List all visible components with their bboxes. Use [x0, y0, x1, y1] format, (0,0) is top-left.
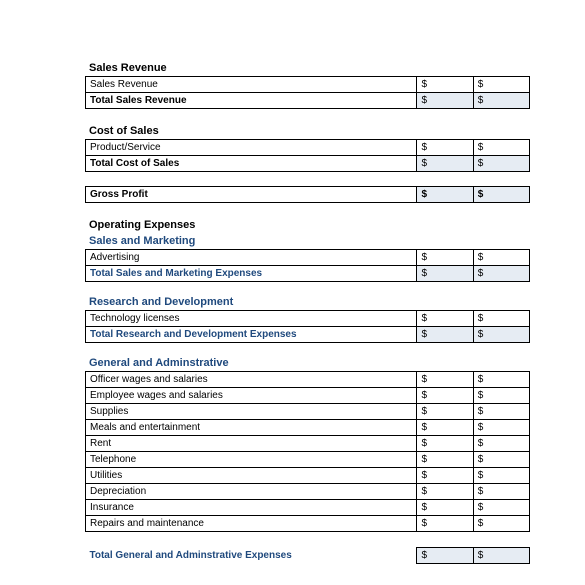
total-val1: $: [417, 93, 473, 109]
total-val1: $: [417, 548, 473, 564]
table-row: Advertising $ $: [86, 250, 530, 266]
total-label: Total General and Adminstrative Expenses: [86, 548, 417, 564]
row-val1: $: [417, 436, 473, 452]
row-val1: $: [417, 484, 473, 500]
row-val2: $: [473, 468, 529, 484]
row-val1: $: [417, 404, 473, 420]
total-label: Total Sales Revenue: [86, 93, 417, 109]
row-val2: $: [473, 140, 529, 156]
row-label: Officer wages and salaries: [86, 372, 417, 388]
row-val1: $: [417, 468, 473, 484]
table-row: Employee wages and salaries$$: [86, 388, 530, 404]
row-label: Insurance: [86, 500, 417, 516]
row-label: Repairs and maintenance: [86, 516, 417, 532]
row-val2: $: [473, 436, 529, 452]
spacer-row: [86, 532, 530, 548]
row-label: Rent: [86, 436, 417, 452]
row-val1: $: [417, 420, 473, 436]
row-val1: $: [417, 77, 473, 93]
sales-revenue-section: Sales Revenue Sales Revenue $ $ Total Sa…: [85, 60, 530, 109]
total-label: Total Cost of Sales: [86, 156, 417, 172]
sales-revenue-heading: Sales Revenue: [85, 60, 530, 76]
row-val2: $: [473, 388, 529, 404]
row-label: Technology licenses: [86, 311, 417, 327]
row-label: Utilities: [86, 468, 417, 484]
total-label: Total Sales and Marketing Expenses: [86, 266, 417, 282]
cost-of-sales-heading: Cost of Sales: [85, 123, 530, 139]
table-row: Officer wages and salaries$$: [86, 372, 530, 388]
spacer-label: [86, 532, 417, 548]
table-row: Supplies$$: [86, 404, 530, 420]
operating-expenses-section: Operating Expenses Sales and Marketing A…: [85, 217, 530, 564]
total-val1: $: [417, 266, 473, 282]
gross-profit-table: Gross Profit $ $: [85, 186, 530, 203]
row-val1: $: [417, 372, 473, 388]
general-admin-heading: General and Adminstrative: [85, 355, 530, 371]
row-val2: $: [473, 372, 529, 388]
gross-profit-val1: $: [417, 187, 473, 203]
row-val2: $: [473, 516, 529, 532]
total-val1: $: [417, 156, 473, 172]
table-row: Technology licenses $ $: [86, 311, 530, 327]
total-row: Total Cost of Sales $ $: [86, 156, 530, 172]
gross-profit-label: Gross Profit: [86, 187, 417, 203]
sales-revenue-table: Sales Revenue $ $ Total Sales Revenue $ …: [85, 76, 530, 109]
total-row: Total Sales and Marketing Expenses $ $: [86, 266, 530, 282]
gross-profit-row: Gross Profit $ $: [86, 187, 530, 203]
total-val2: $: [473, 156, 529, 172]
table-row: Depreciation$$: [86, 484, 530, 500]
row-val2: $: [473, 452, 529, 468]
operating-expenses-heading: Operating Expenses: [85, 217, 530, 233]
row-label: Meals and entertainment: [86, 420, 417, 436]
row-val1: $: [417, 516, 473, 532]
total-val2: $: [473, 266, 529, 282]
cost-of-sales-section: Cost of Sales Product/Service $ $ Total …: [85, 123, 530, 172]
row-val2: $: [473, 484, 529, 500]
total-row: Total Research and Development Expenses …: [86, 327, 530, 343]
row-val2: $: [473, 420, 529, 436]
total-row: Total Sales Revenue $ $: [86, 93, 530, 109]
row-label: Advertising: [86, 250, 417, 266]
row-val2: $: [473, 311, 529, 327]
row-val2: $: [473, 404, 529, 420]
total-val1: $: [417, 327, 473, 343]
table-row: Meals and entertainment$$: [86, 420, 530, 436]
row-label: Depreciation: [86, 484, 417, 500]
sales-marketing-heading: Sales and Marketing: [85, 233, 530, 249]
row-val1: $: [417, 388, 473, 404]
total-row: Total General and Adminstrative Expenses…: [86, 548, 530, 564]
sales-marketing-table: Advertising $ $ Total Sales and Marketin…: [85, 249, 530, 282]
row-val2: $: [473, 77, 529, 93]
row-val1: $: [417, 452, 473, 468]
table-row: Telephone$$: [86, 452, 530, 468]
research-dev-heading: Research and Development: [85, 294, 530, 310]
row-val1: $: [417, 311, 473, 327]
gross-profit-val2: $: [473, 187, 529, 203]
row-label: Supplies: [86, 404, 417, 420]
table-row: Sales Revenue $ $: [86, 77, 530, 93]
table-row: Rent$$: [86, 436, 530, 452]
research-dev-table: Technology licenses $ $ Total Research a…: [85, 310, 530, 343]
row-label: Employee wages and salaries: [86, 388, 417, 404]
row-val1: $: [417, 250, 473, 266]
table-row: Repairs and maintenance$$: [86, 516, 530, 532]
row-val1: $: [417, 500, 473, 516]
cost-of-sales-table: Product/Service $ $ Total Cost of Sales …: [85, 139, 530, 172]
total-label: Total Research and Development Expenses: [86, 327, 417, 343]
table-row: Insurance$$: [86, 500, 530, 516]
table-row: Product/Service $ $: [86, 140, 530, 156]
total-val2: $: [473, 548, 529, 564]
total-val2: $: [473, 327, 529, 343]
row-val2: $: [473, 500, 529, 516]
total-val2: $: [473, 93, 529, 109]
row-label: Telephone: [86, 452, 417, 468]
row-val1: $: [417, 140, 473, 156]
row-val2: $: [473, 250, 529, 266]
table-row: Utilities$$: [86, 468, 530, 484]
row-label: Sales Revenue: [86, 77, 417, 93]
gross-profit-section: Gross Profit $ $: [85, 186, 530, 203]
row-label: Product/Service: [86, 140, 417, 156]
general-admin-table: Officer wages and salaries$$Employee wag…: [85, 371, 530, 564]
